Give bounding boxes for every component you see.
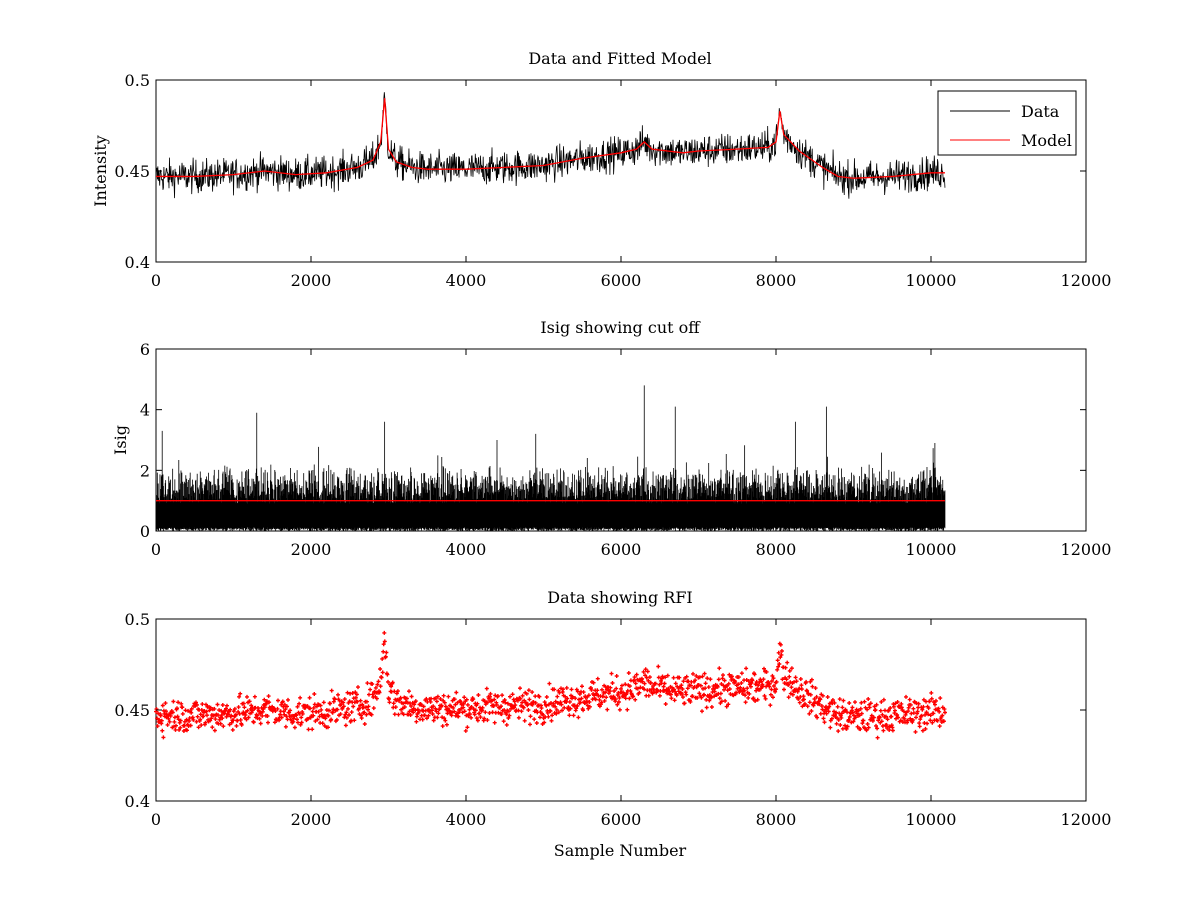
y-tick-label: 6	[140, 340, 150, 359]
x-tick-label: 6000	[601, 271, 642, 290]
x-tick-label: 4000	[446, 271, 487, 290]
x-tick-label: 2000	[291, 810, 332, 829]
x-tick-label: 8000	[756, 271, 797, 290]
x-tick-label: 2000	[291, 540, 332, 559]
legend-label-model: Model	[1021, 131, 1072, 150]
tick-layer: 0 2000 4000 6000 8000 10000 12000 0.4 0.45 0.5	[114, 71, 1111, 290]
x-tick-label: 0	[151, 271, 161, 290]
panel-isig-showing-cut-off: Isig showing cut off Isig 0 2000 4000 6000 8…	[111, 318, 1111, 559]
x-tick-label: 8000	[756, 810, 797, 829]
series-line-data	[155, 92, 946, 199]
series-layer	[155, 92, 946, 199]
y-tick-label: 4	[140, 401, 150, 420]
y-tick-label: 0.45	[114, 162, 150, 181]
x-tick-label: 8000	[756, 540, 797, 559]
series-layer	[155, 385, 946, 531]
x-tick-label: 0	[151, 540, 161, 559]
x-tick-label: 12000	[1061, 271, 1112, 290]
legend-box	[937, 90, 1077, 156]
x-tick-label: 10000	[906, 540, 957, 559]
legend-label-data: Data	[1021, 102, 1060, 121]
x-tick-label: 4000	[446, 540, 487, 559]
y-tick-label: 0.45	[114, 701, 150, 720]
panel-data-and-fitted-model: Data and Fitted Model Intensity 0 2000 400…	[91, 49, 1111, 290]
panel-title: Isig showing cut off	[540, 318, 701, 337]
legend: Data Model	[937, 90, 1077, 156]
series-line-model	[156, 98, 945, 179]
x-tick-label: 12000	[1061, 810, 1112, 829]
series-layer	[154, 630, 947, 740]
panel-title: Data and Fitted Model	[528, 49, 711, 68]
x-tick-label: 2000	[291, 271, 332, 290]
tick-layer: 0 2000 4000 6000 8000 10000 12000 0 2 4 6	[140, 340, 1112, 559]
y-tick-label: 0.5	[125, 71, 150, 90]
y-axis-label: Intensity	[91, 135, 110, 207]
x-tick-label: 6000	[601, 810, 642, 829]
x-tick-label: 0	[151, 810, 161, 829]
panel-data-showing-rfi: Data showing RFI 0 2000 4000 6000 8000 10000 1…	[114, 588, 1111, 860]
x-axis-label: Sample Number	[554, 841, 687, 860]
series-markers-rfi	[154, 630, 947, 740]
tick-layer: 0 2000 4000 6000 8000 10000 12000 0.4 0.45 0.5	[114, 610, 1111, 829]
y-tick-label: 2	[140, 461, 150, 480]
x-tick-label: 10000	[906, 810, 957, 829]
x-tick-label: 6000	[601, 540, 642, 559]
y-tick-label: 0.4	[125, 253, 150, 272]
x-tick-label: 4000	[446, 810, 487, 829]
series-line-isig	[155, 385, 946, 531]
y-tick-label: 0.5	[125, 610, 150, 629]
panel-title: Data showing RFI	[547, 588, 692, 607]
y-tick-label: 0	[140, 522, 150, 541]
y-axis-label: Isig	[111, 425, 130, 455]
x-tick-label: 10000	[906, 271, 957, 290]
y-tick-label: 0.4	[125, 792, 150, 811]
x-tick-label: 12000	[1061, 540, 1112, 559]
